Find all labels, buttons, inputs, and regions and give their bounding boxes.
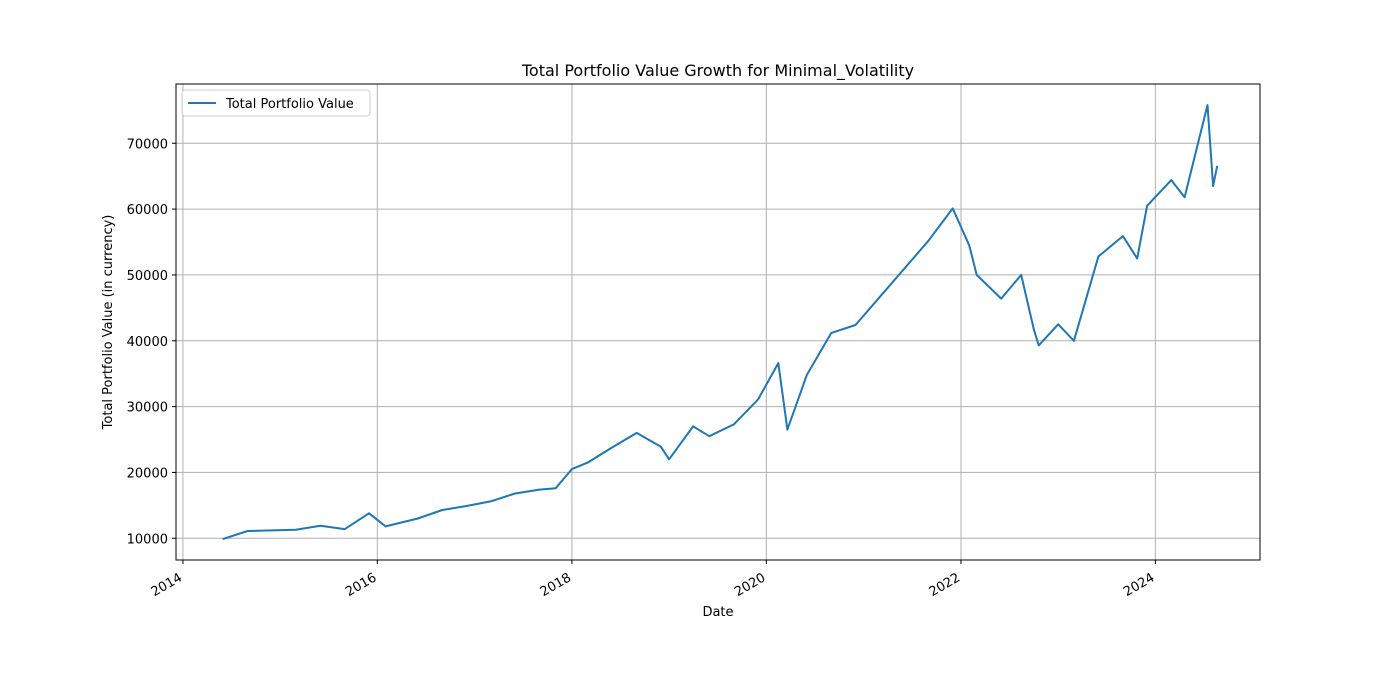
data-point: [1122, 235, 1124, 237]
data-point: [903, 268, 905, 270]
data-point: [951, 207, 954, 210]
data-point: [611, 446, 613, 449]
legend: Total Portfolio Value: [181, 89, 371, 117]
data-point: [968, 244, 970, 247]
data-point: [757, 398, 759, 401]
chart-title: Total Portfolio Value Growth for Minimal…: [521, 61, 914, 81]
data-point: [571, 468, 573, 470]
y-tick-label: 60000: [127, 203, 168, 218]
y-tick-label: 50000: [127, 269, 168, 284]
data-point: [1073, 340, 1075, 342]
y-tick-label: 30000: [127, 401, 168, 416]
data-point: [806, 374, 808, 376]
data-point: [1183, 196, 1186, 198]
data-point: [635, 432, 638, 434]
data-point: [368, 512, 370, 515]
data-point: [417, 517, 419, 520]
data-point: [1216, 165, 1218, 168]
data-point: [668, 458, 670, 461]
data-point: [708, 435, 711, 438]
plot-frame: [175, 83, 1261, 561]
data-point: [441, 509, 444, 511]
y-axis: 10000 20000 30000 40000 50000 60000 70000: [127, 137, 176, 547]
data-point: [1097, 255, 1100, 258]
data-point: [489, 500, 492, 503]
data-point: [465, 505, 468, 507]
data-point: [786, 428, 789, 431]
data-point: [1020, 274, 1022, 276]
data-point: [1000, 297, 1002, 300]
legend-box: [181, 89, 371, 117]
data-point: [1136, 257, 1138, 260]
data-point: [927, 239, 930, 242]
data-point: [586, 461, 589, 464]
y-tick-label: 40000: [127, 335, 168, 350]
data-point: [830, 332, 833, 334]
y-tick-label: 20000: [127, 466, 168, 481]
data-point: [344, 528, 346, 530]
data-point: [660, 446, 662, 448]
data-point: [733, 423, 735, 426]
y-tick-label: 10000: [127, 532, 168, 547]
data-point: [878, 296, 881, 299]
data-point: [1212, 185, 1214, 187]
data-point: [554, 487, 557, 490]
data-point: [777, 362, 780, 364]
y-tick-label: 70000: [127, 137, 168, 152]
data-point: [1037, 344, 1040, 347]
data-point: [1032, 328, 1035, 330]
data-point: [1057, 323, 1059, 326]
data-point: [271, 529, 273, 532]
data-point: [246, 530, 249, 532]
data-point: [854, 324, 857, 326]
x-axis-label: Date: [702, 605, 733, 620]
data-point: [384, 525, 387, 528]
data-point: [538, 488, 541, 491]
y-axis-label: Total Portfolio Value (in currency): [101, 215, 116, 431]
series-group: [222, 104, 1219, 540]
data-point: [1146, 205, 1148, 207]
data-point: [319, 525, 322, 527]
data-point: [295, 528, 297, 531]
grid: [176, 84, 1260, 560]
legend-label: Total Portfolio Value: [225, 97, 354, 112]
data-point: [514, 492, 516, 495]
data-point: [1170, 179, 1173, 181]
data-point: [975, 274, 978, 276]
data-point: [1206, 104, 1209, 106]
data-point: [222, 538, 224, 540]
data-point: [692, 425, 694, 428]
